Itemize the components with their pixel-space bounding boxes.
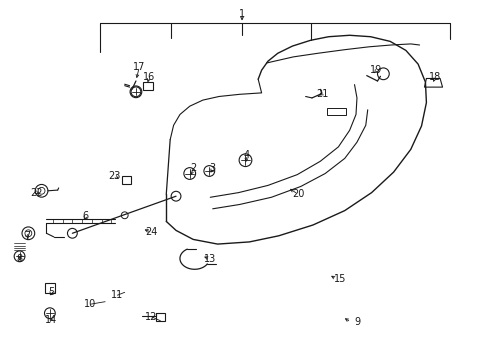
Text: 12: 12 bbox=[145, 312, 158, 322]
Text: 21: 21 bbox=[316, 89, 328, 99]
Text: 7: 7 bbox=[24, 231, 30, 241]
Text: 8: 8 bbox=[17, 254, 22, 264]
Text: 13: 13 bbox=[203, 254, 216, 264]
Text: 16: 16 bbox=[142, 72, 155, 82]
Text: 18: 18 bbox=[428, 72, 441, 82]
Text: 4: 4 bbox=[244, 150, 249, 160]
Text: 2: 2 bbox=[190, 163, 196, 174]
Bar bbox=[45, 283, 55, 293]
Text: 14: 14 bbox=[45, 315, 58, 325]
Text: 15: 15 bbox=[333, 274, 346, 284]
Bar bbox=[326, 108, 346, 115]
Text: 1: 1 bbox=[239, 9, 244, 19]
Text: 9: 9 bbox=[353, 317, 359, 327]
Bar bbox=[155, 313, 165, 321]
Text: 11: 11 bbox=[111, 290, 123, 300]
Text: 5: 5 bbox=[48, 287, 54, 297]
Text: 10: 10 bbox=[84, 299, 97, 309]
Bar bbox=[122, 176, 130, 184]
Text: 6: 6 bbox=[82, 211, 88, 221]
Text: 19: 19 bbox=[369, 65, 382, 75]
Text: 17: 17 bbox=[133, 62, 145, 72]
Text: 24: 24 bbox=[145, 227, 158, 237]
Text: 20: 20 bbox=[291, 189, 304, 199]
Bar bbox=[142, 82, 152, 90]
Text: 3: 3 bbox=[209, 163, 215, 174]
Text: 22: 22 bbox=[30, 188, 43, 198]
Text: 23: 23 bbox=[108, 171, 121, 181]
